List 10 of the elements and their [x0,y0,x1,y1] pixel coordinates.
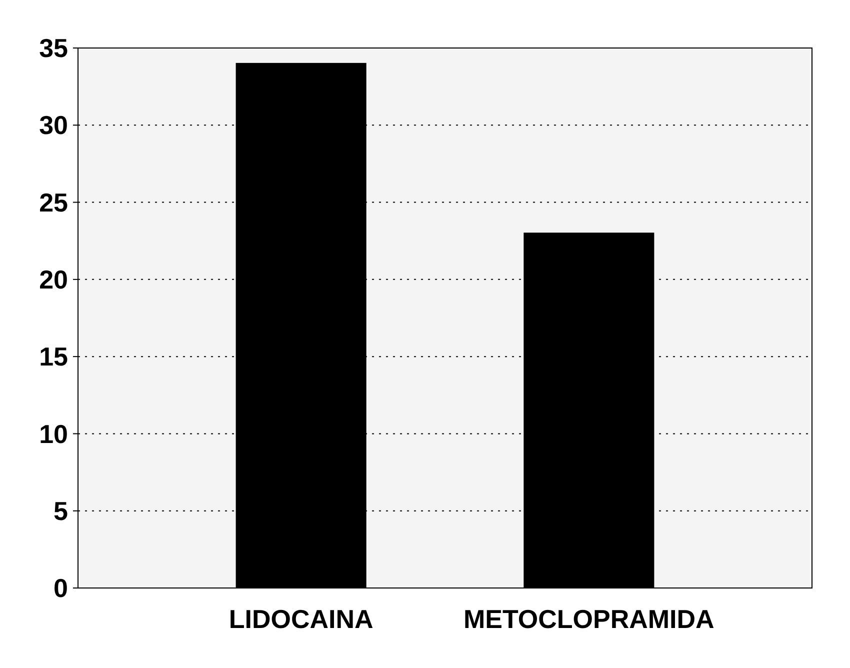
y-tick-label: 30 [39,110,68,140]
y-tick-label: 5 [54,496,68,526]
y-tick-label: 25 [39,187,68,218]
x-tick-label: METOCLOPRAMIDA [463,604,715,634]
y-tick-label: 15 [39,342,68,372]
y-tick-label: 20 [39,264,68,295]
y-tick-label: 10 [39,418,68,449]
y-tick-label: 0 [54,573,68,604]
x-tick-label: LIDOCAINA [228,604,374,634]
y-tick-label: 35 [39,33,68,64]
